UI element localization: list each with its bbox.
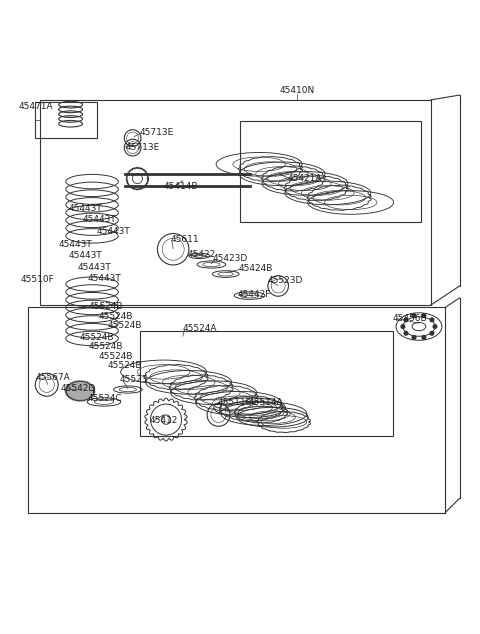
Text: 45442F: 45442F (238, 290, 271, 299)
Text: 45443T: 45443T (68, 204, 102, 212)
Text: 45423D: 45423D (213, 254, 248, 263)
Text: 45443T: 45443T (83, 215, 116, 224)
Text: 45424B: 45424B (239, 264, 274, 273)
Text: 45422: 45422 (188, 250, 216, 259)
Text: 45713E: 45713E (125, 143, 160, 152)
Text: 45523D: 45523D (268, 276, 303, 285)
Text: 45414B: 45414B (164, 182, 198, 191)
Text: 45567A: 45567A (36, 373, 71, 382)
Circle shape (430, 332, 434, 335)
Circle shape (404, 318, 408, 321)
Text: 45524B: 45524B (108, 361, 142, 370)
Circle shape (412, 314, 416, 318)
Text: 45524B: 45524B (79, 333, 114, 342)
Circle shape (422, 335, 426, 339)
Text: 45524B: 45524B (98, 311, 133, 321)
Polygon shape (65, 381, 95, 401)
Text: 45524B: 45524B (89, 302, 123, 311)
Circle shape (430, 318, 434, 321)
Text: 45524B: 45524B (98, 352, 133, 361)
Text: 45542D: 45542D (61, 384, 96, 393)
Text: 45713E: 45713E (140, 128, 174, 138)
Circle shape (404, 332, 408, 335)
Text: 45443T: 45443T (78, 263, 111, 272)
Text: 45524A: 45524A (183, 325, 217, 333)
Text: 45510F: 45510F (21, 275, 54, 284)
Text: 45410N: 45410N (280, 86, 315, 95)
Text: 45511E: 45511E (217, 398, 252, 408)
Text: 45524C: 45524C (87, 394, 122, 403)
Circle shape (433, 325, 437, 328)
Text: 45456B: 45456B (393, 314, 427, 323)
Text: 45524B: 45524B (89, 342, 123, 351)
Text: 45471A: 45471A (18, 101, 53, 110)
Circle shape (401, 325, 405, 328)
Text: 45421A: 45421A (288, 174, 322, 183)
Text: 45443T: 45443T (87, 275, 121, 283)
Text: 45443T: 45443T (59, 240, 93, 249)
Text: 45443T: 45443T (68, 252, 102, 261)
Text: 45443T: 45443T (97, 226, 131, 236)
Text: 45523: 45523 (119, 375, 148, 384)
Text: 45524B: 45524B (108, 321, 142, 330)
Text: 45412: 45412 (149, 416, 178, 425)
Text: 45611: 45611 (171, 235, 199, 244)
Circle shape (422, 314, 426, 318)
Text: 45514A: 45514A (249, 398, 283, 408)
Circle shape (412, 335, 416, 339)
